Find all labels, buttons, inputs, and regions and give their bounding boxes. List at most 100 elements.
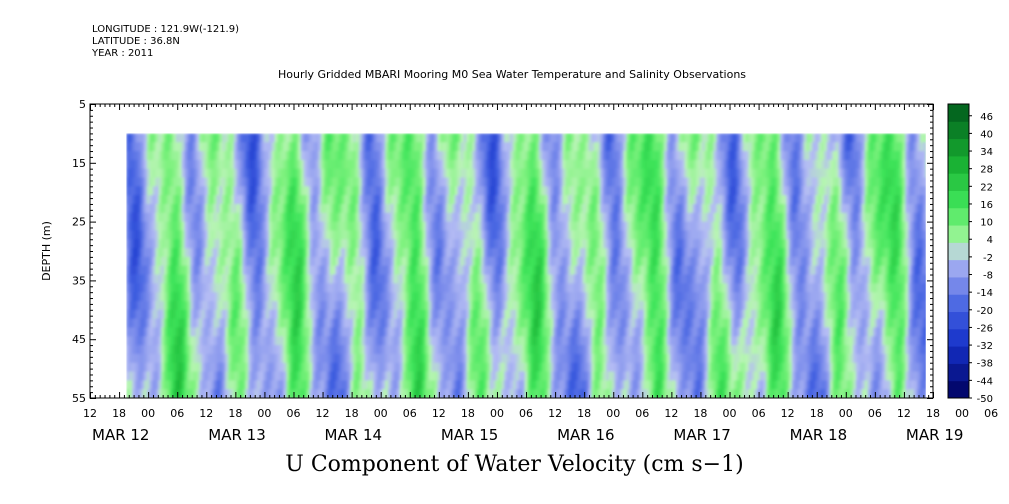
heat-cell bbox=[483, 239, 488, 249]
heat-cell bbox=[585, 380, 590, 390]
heat-cell bbox=[181, 159, 186, 170]
heat-cell bbox=[335, 371, 340, 381]
heat-cell bbox=[140, 345, 145, 355]
heat-cell bbox=[466, 133, 470, 143]
heat-cell bbox=[268, 309, 273, 320]
heat-cell bbox=[422, 345, 427, 355]
heat-cell bbox=[399, 362, 404, 373]
heat-cell bbox=[158, 353, 162, 364]
heat-cell bbox=[358, 283, 363, 293]
heat-cell bbox=[475, 389, 479, 398]
heat-cell bbox=[408, 142, 412, 152]
heat-cell bbox=[579, 353, 584, 364]
heat-cell bbox=[574, 301, 578, 311]
heat-cell bbox=[510, 177, 514, 187]
heat-cell bbox=[571, 195, 575, 205]
heat-cell bbox=[396, 204, 401, 214]
heat-cell bbox=[402, 221, 407, 232]
heat-cell bbox=[594, 133, 598, 143]
heat-cell bbox=[478, 239, 482, 249]
heat-cell bbox=[457, 204, 462, 214]
heat-cell bbox=[196, 133, 200, 143]
heat-cell bbox=[565, 248, 569, 258]
heat-cell bbox=[196, 283, 200, 293]
heat-cell bbox=[510, 159, 514, 170]
heat-cell bbox=[332, 353, 337, 364]
heat-cell bbox=[135, 195, 139, 205]
heat-cell bbox=[419, 327, 424, 337]
heat-cell bbox=[329, 353, 334, 364]
heat-cell bbox=[283, 168, 287, 179]
heat-cell bbox=[201, 336, 206, 346]
heat-cell bbox=[443, 274, 447, 284]
heat-cell bbox=[190, 159, 194, 170]
heat-cell bbox=[405, 133, 409, 143]
heat-cell bbox=[385, 256, 389, 267]
heat-cell bbox=[199, 186, 203, 196]
heat-cell bbox=[193, 195, 197, 205]
heat-cell bbox=[216, 239, 221, 249]
heat-cell bbox=[164, 133, 168, 143]
heat-cell bbox=[533, 133, 537, 143]
heat-cell bbox=[481, 265, 485, 276]
heat-cell bbox=[373, 230, 377, 240]
heat-cell bbox=[588, 186, 593, 196]
heat-cell bbox=[411, 336, 415, 346]
heat-cell bbox=[390, 142, 395, 152]
heat-cell bbox=[539, 212, 543, 223]
heat-cell bbox=[347, 151, 351, 161]
heat-cell bbox=[149, 151, 154, 161]
heat-cell bbox=[507, 159, 511, 170]
heat-cell bbox=[466, 362, 470, 373]
heat-cell bbox=[373, 221, 377, 232]
heat-cell bbox=[501, 186, 505, 196]
heat-cell bbox=[556, 239, 561, 249]
heat-cell bbox=[501, 212, 505, 223]
heat-cell bbox=[140, 336, 145, 346]
heat-cell bbox=[138, 283, 142, 293]
heat-cell bbox=[591, 186, 595, 196]
heat-cell bbox=[504, 336, 508, 346]
heat-cell bbox=[300, 221, 305, 232]
heat-cell bbox=[431, 362, 436, 373]
heat-cell bbox=[169, 362, 174, 373]
heat-cell bbox=[411, 142, 415, 152]
heat-cell bbox=[364, 168, 369, 179]
heat-cell bbox=[510, 371, 514, 381]
heat-cell bbox=[132, 283, 136, 293]
heat-cell bbox=[219, 292, 223, 302]
heat-cell bbox=[385, 195, 389, 205]
heat-cell bbox=[565, 274, 569, 284]
heat-cell bbox=[129, 248, 133, 258]
heat-cell bbox=[225, 371, 229, 381]
heat-cell bbox=[347, 177, 351, 187]
heat-cell bbox=[594, 301, 598, 311]
heat-cell bbox=[245, 230, 250, 240]
heat-cell bbox=[486, 327, 491, 337]
heat-cell bbox=[187, 345, 191, 355]
heat-cell bbox=[457, 353, 462, 364]
heat-cell bbox=[321, 371, 325, 381]
heat-cell bbox=[382, 186, 386, 196]
heat-cell bbox=[228, 301, 232, 311]
heat-cell bbox=[524, 256, 529, 267]
heat-cell bbox=[486, 265, 491, 276]
heat-cell bbox=[280, 248, 284, 258]
heat-cell bbox=[280, 353, 284, 364]
heat-cell bbox=[344, 151, 348, 161]
heat-cell bbox=[201, 151, 206, 161]
heat-cell bbox=[175, 133, 180, 143]
heat-cell bbox=[460, 380, 465, 390]
heat-cell bbox=[199, 168, 203, 179]
heat-cell bbox=[216, 345, 221, 355]
heat-cell bbox=[294, 389, 299, 398]
heat-cell bbox=[376, 133, 380, 143]
heat-cell bbox=[228, 159, 232, 170]
heat-cell bbox=[222, 301, 226, 311]
heat-cell bbox=[504, 345, 508, 355]
heat-cell bbox=[347, 195, 351, 205]
heat-cell bbox=[286, 142, 290, 152]
heat-cell bbox=[207, 301, 212, 311]
heat-cell bbox=[149, 265, 154, 276]
heat-cell bbox=[251, 230, 255, 240]
